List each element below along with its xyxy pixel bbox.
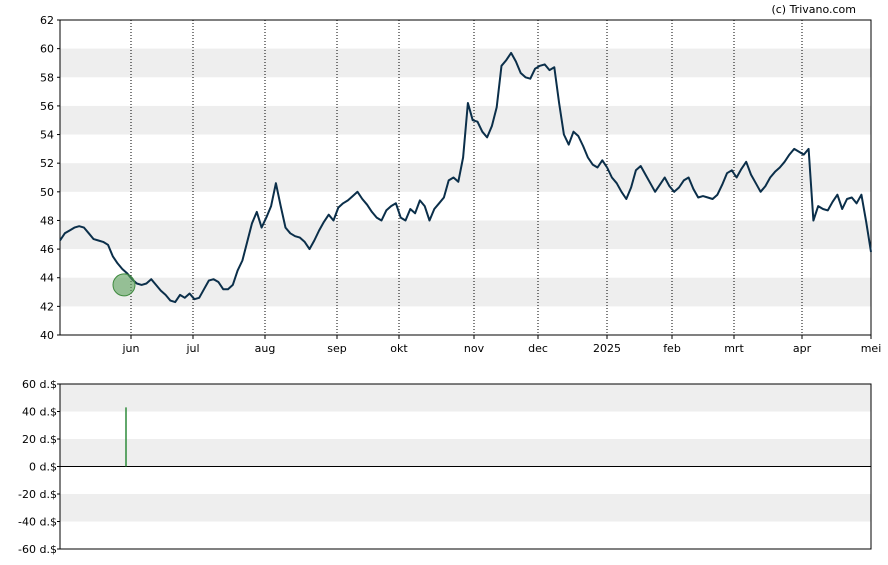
price-chart: 40 42 44 46 48 50 52 54 56 58 60 62 jun jul aug sep okt n… <box>40 14 881 355</box>
x-tick-label: mrt <box>724 342 744 355</box>
volume-chart: 60 d.$ 40 d.$ 20 d.$ 0 d.$ -20 d.$ -40 d.$ -60… <box>18 378 872 556</box>
x-tick-label: 2025 <box>593 342 621 355</box>
y-tick-label: 42 <box>40 300 54 313</box>
x-tick-label: okt <box>390 342 408 355</box>
x-tick-label: aug <box>255 342 276 355</box>
y-tick-label: 62 <box>40 14 54 27</box>
plot-frame <box>59 19 872 336</box>
x-tick-label: jul <box>185 342 199 355</box>
grid-band <box>60 494 871 522</box>
x-tick-label: apr <box>793 342 812 355</box>
x-tick-label: nov <box>464 342 485 355</box>
y-tick-label: -60 d.$ <box>18 543 57 556</box>
y-tick-label: 50 <box>40 186 54 199</box>
y-tick-label: 44 <box>40 272 54 285</box>
y-tick-label: 54 <box>40 129 54 142</box>
grid-band <box>60 384 871 412</box>
y-tick-label: -20 d.$ <box>18 488 57 501</box>
y-tick-label: 58 <box>40 71 54 84</box>
y-tick-label: 60 <box>40 43 54 56</box>
y-tick-label: -40 d.$ <box>18 516 57 529</box>
grid-band <box>60 48 871 78</box>
grid-band <box>60 439 871 467</box>
y-tick-label: 40 d.$ <box>22 406 57 419</box>
price-line <box>59 51 872 304</box>
y-tick-label: 52 <box>40 157 54 170</box>
y-tick-label: 20 d.$ <box>22 433 57 446</box>
y-tick-label: 0 d.$ <box>29 461 57 474</box>
x-tick-label: dec <box>528 342 548 355</box>
x-tick-label: jun <box>122 342 140 355</box>
y-tick-label: 60 d.$ <box>22 378 57 391</box>
y-tick-label: 56 <box>40 100 54 113</box>
grid-band <box>60 220 871 250</box>
y-tick-label: 40 <box>40 329 54 342</box>
watermark: (c) Trivano.com <box>771 3 856 16</box>
grid-band <box>60 277 871 307</box>
x-tick-label: feb <box>663 342 681 355</box>
y-tick-label: 48 <box>40 214 54 227</box>
x-tick-label: sep <box>327 342 346 355</box>
y-tick-label: 46 <box>40 243 54 256</box>
x-tick-label: mei <box>861 342 882 355</box>
event-marker <box>112 273 136 297</box>
